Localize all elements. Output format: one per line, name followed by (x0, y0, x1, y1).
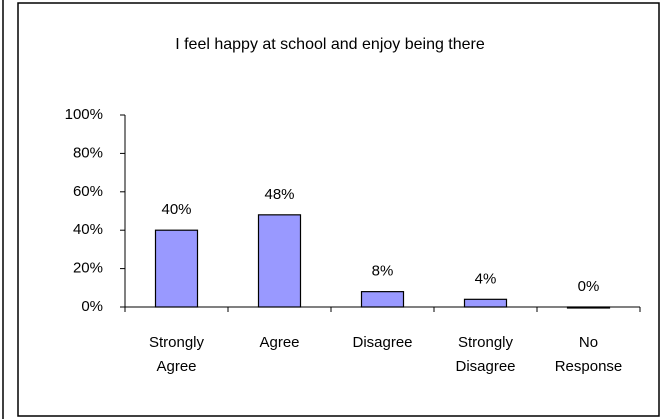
chart-frame (17, 2, 660, 417)
bar (566, 306, 611, 309)
value-label: 0% (578, 278, 600, 295)
value-label: 48% (264, 186, 294, 203)
x-tick-label: Strongly Agree (149, 334, 205, 375)
x-tick-label: Strongly Disagree (455, 334, 515, 375)
y-tick-label: 60% (73, 183, 103, 200)
x-tick-label: No Response (555, 334, 623, 375)
y-tick-label: 100% (65, 106, 103, 123)
value-label: 4% (475, 270, 497, 287)
y-tick-label: 20% (73, 260, 103, 277)
y-tick-label: 80% (73, 144, 103, 161)
bar (154, 229, 199, 308)
bar (463, 298, 508, 308)
y-tick-label: 40% (73, 221, 103, 238)
bar (360, 291, 405, 308)
chart-title: I feel happy at school and enjoy being t… (175, 36, 485, 53)
bar (257, 214, 302, 308)
value-label: 40% (161, 201, 191, 218)
x-tick-label: Agree (259, 334, 299, 351)
x-tick-label: Disagree (352, 334, 412, 351)
value-label: 8% (372, 263, 394, 280)
y-tick-label: 0% (81, 298, 103, 315)
